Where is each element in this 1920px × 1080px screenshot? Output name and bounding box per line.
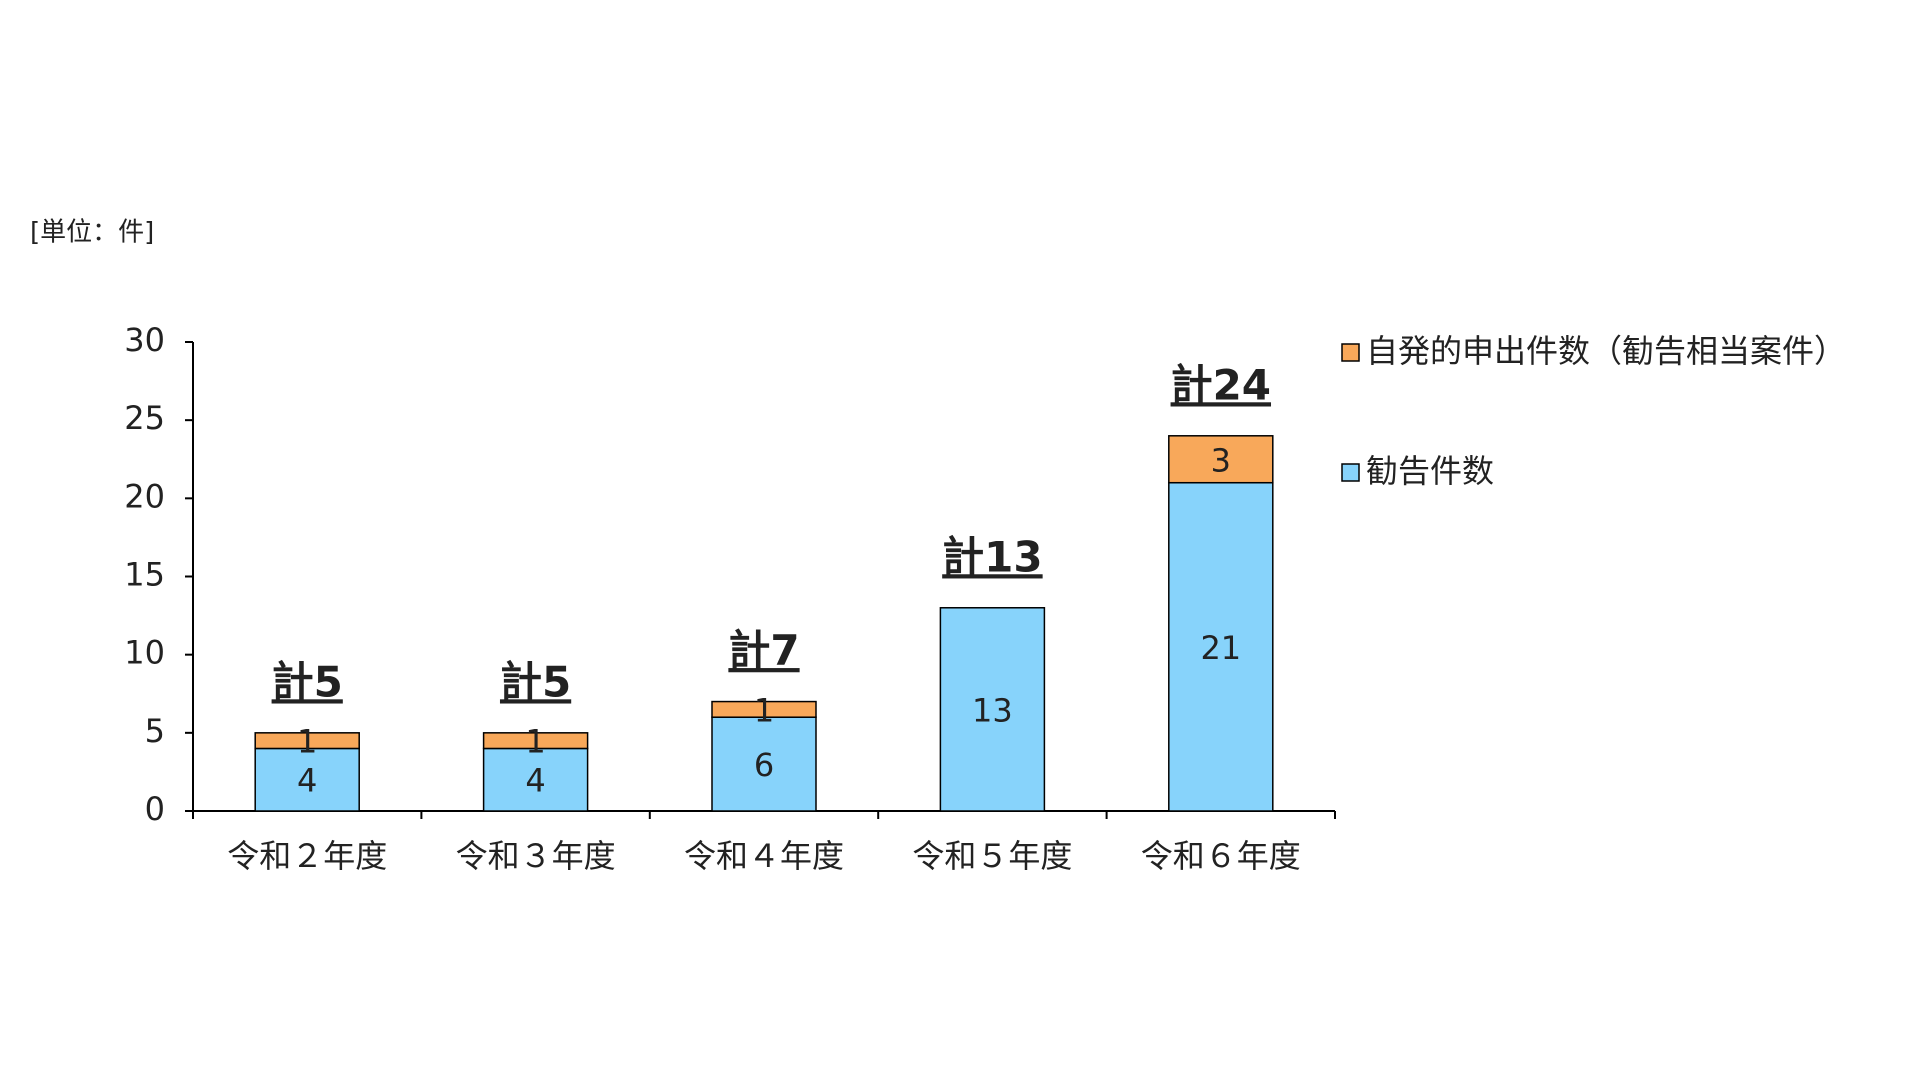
data-label: 3: [1211, 441, 1231, 479]
y-tick-label: 25: [124, 399, 165, 437]
data-label: 6: [754, 746, 774, 784]
bar-segment: [711, 700, 817, 718]
legend-label: 勧告件数: [1366, 452, 1494, 490]
y-tick-label: 10: [124, 634, 165, 672]
data-label: 1: [754, 691, 774, 729]
total-label: 計24: [1171, 360, 1271, 409]
total-label: 計7: [728, 626, 799, 675]
total-label: 計13: [942, 532, 1042, 581]
unit-label: [単位：件]: [30, 218, 154, 248]
data-label: 1: [297, 723, 317, 761]
bar-segment: [482, 732, 589, 750]
bar-segment: [939, 607, 1046, 812]
data-label: 21: [1200, 629, 1241, 667]
legend-swatch: [1341, 463, 1360, 482]
y-tick-label: 15: [124, 556, 165, 594]
x-tick-label: 令和５年度: [912, 837, 1072, 875]
y-tick-label: 0: [145, 790, 165, 828]
total-label: 計5: [272, 657, 343, 706]
data-label: 4: [525, 762, 545, 800]
y-tick-label: 5: [145, 712, 165, 750]
bar-segment: [1168, 435, 1274, 484]
x-tick-label: 令和６年度: [1141, 837, 1301, 875]
x-tick-label: 令和２年度: [227, 837, 387, 875]
y-tick-label: 20: [124, 477, 165, 515]
bar-segment: [254, 732, 360, 750]
total-label: 計5: [500, 657, 571, 706]
y-tick-label: 30: [124, 321, 165, 359]
x-tick-label: 令和４年度: [684, 837, 844, 875]
x-tick-label: 令和３年度: [456, 837, 616, 875]
data-label: 4: [297, 762, 317, 800]
bar-segment: [254, 747, 360, 812]
legend-label: 自発的申出件数（勧告相当案件）: [1366, 332, 1846, 370]
data-label: 13: [972, 691, 1013, 729]
data-label: 1: [525, 723, 545, 761]
legend-swatch: [1341, 343, 1360, 362]
bar-segment: [1168, 481, 1274, 812]
